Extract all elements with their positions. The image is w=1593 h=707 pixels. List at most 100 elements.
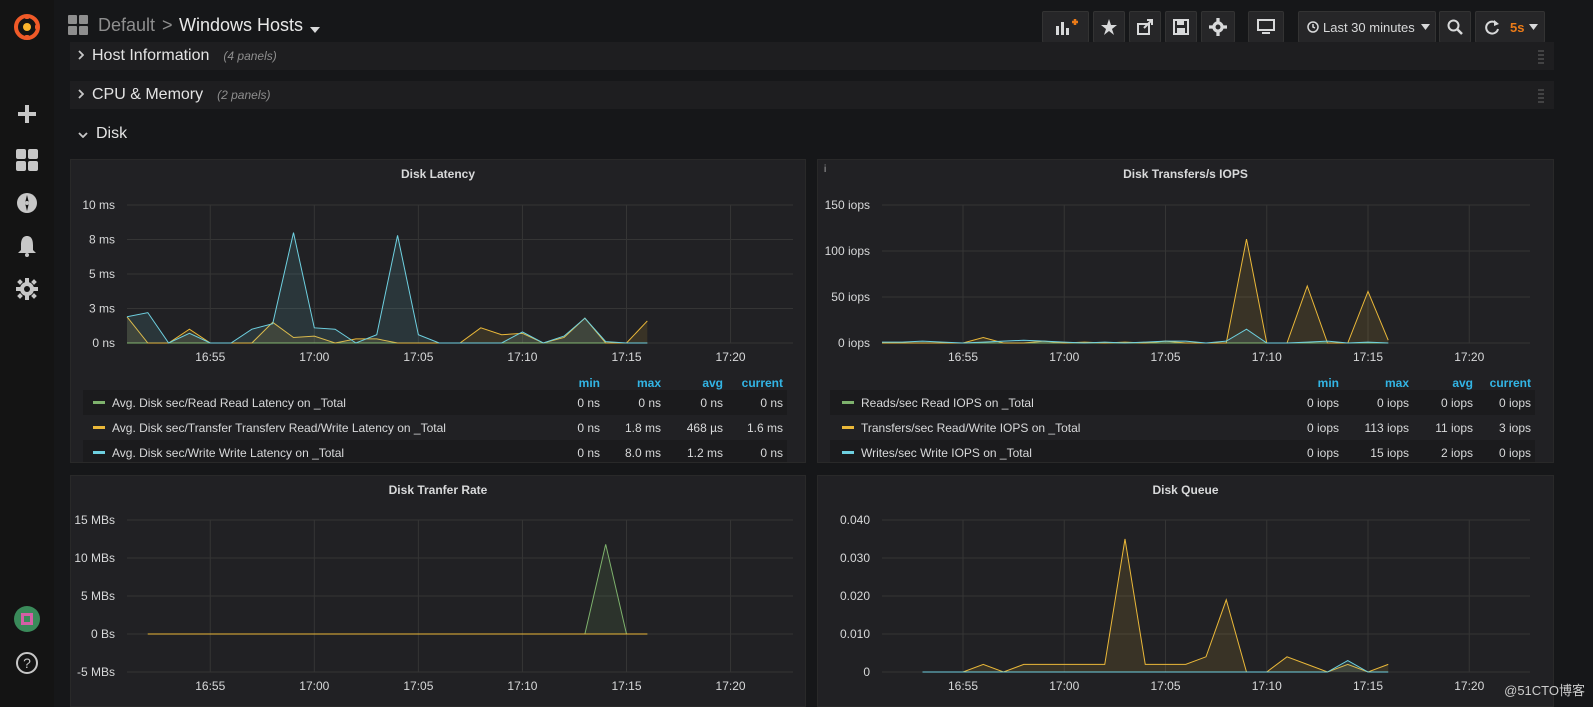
- settings-button[interactable]: [1201, 11, 1235, 43]
- tv-mode-button[interactable]: [1248, 11, 1284, 43]
- graph-disk-queue[interactable]: 0 0.010 0.020 0.030 0.040 16:55 17:00 17:05 17:1…: [818, 504, 1554, 707]
- star-button[interactable]: [1093, 11, 1125, 43]
- legend-column-header[interactable]: current: [741, 375, 783, 390]
- row-host-information[interactable]: Host Information (4 panels): [70, 42, 1554, 70]
- row-panel-count: (4 panels): [223, 49, 277, 63]
- series-line[interactable]: [882, 328, 1389, 344]
- y-tick-label: 0.020: [840, 589, 870, 603]
- panel-title[interactable]: Disk Transfers/s IOPS: [1123, 167, 1248, 181]
- breadcrumb-folder[interactable]: Default: [98, 15, 156, 35]
- x-tick-label: 17:05: [1150, 350, 1180, 364]
- series-line[interactable]: [922, 660, 1389, 673]
- legend-column-header[interactable]: current: [1489, 375, 1531, 390]
- configuration-gear-icon[interactable]: [12, 274, 42, 304]
- dashboard-title[interactable]: Windows Hosts: [179, 15, 304, 35]
- y-tick-label: 0.010: [840, 627, 870, 641]
- legend-swatch-icon: [93, 451, 105, 454]
- user-avatar[interactable]: [12, 604, 42, 634]
- y-tick-label: 8 ms: [89, 233, 115, 247]
- info-icon[interactable]: i: [824, 164, 827, 175]
- legend-value-min: 0 iops: [1306, 395, 1339, 410]
- legend-item[interactable]: Avg. Disk sec/Read Read Latency on _Tota…: [83, 390, 787, 415]
- legend-value-avg: 0 ns: [700, 395, 723, 410]
- time-picker-button[interactable]: Last 30 minutes: [1298, 11, 1436, 43]
- x-tick-label: 17:10: [1252, 350, 1282, 364]
- legend-value-current: 0 ns: [760, 445, 783, 460]
- graph-disk-latency[interactable]: 0 ns 3 ms 5 ms 8 ms 10 ms 16:55 17:00 17:05 17:1…: [71, 190, 806, 400]
- legend-item[interactable]: Transfers/sec Read/Write IOPS on _Total 0…: [830, 415, 1535, 440]
- legend-swatch-icon: [842, 401, 854, 404]
- x-tick-label: 16:55: [948, 350, 978, 364]
- series-area: [147, 544, 648, 634]
- legend-value-avg: 2 iops: [1440, 445, 1473, 460]
- panel-title[interactable]: Disk Latency: [400, 167, 476, 181]
- legend-item[interactable]: Writes/sec Write IOPS on _Total 0 iops 15 …: [830, 440, 1535, 462]
- explore-compass-icon[interactable]: [12, 188, 42, 218]
- legend-value-max: 1.8 ms: [624, 420, 661, 435]
- legend-column-header[interactable]: max: [1384, 375, 1409, 390]
- legend-series-name[interactable]: Avg. Disk sec/Transfer Transferv Read/Wr…: [112, 420, 446, 435]
- x-tick-label: 17:20: [716, 350, 746, 364]
- row-disk[interactable]: Disk: [70, 120, 1554, 148]
- series-line[interactable]: [126, 232, 648, 344]
- panel-title[interactable]: Disk Tranfer Rate: [388, 483, 488, 497]
- legend-value-current: 3 iops: [1498, 420, 1531, 435]
- panel-title[interactable]: Disk Queue: [1152, 483, 1219, 497]
- grafana-logo-icon[interactable]: [12, 12, 42, 42]
- save-icon: [1173, 19, 1189, 35]
- legend-series-name[interactable]: Avg. Disk sec/Read Read Latency on _Tota…: [112, 395, 346, 410]
- y-tick-label: 5 MBs: [81, 589, 115, 603]
- legend-column-header[interactable]: min: [578, 375, 600, 390]
- side-menu: ?: [0, 0, 54, 707]
- legend-item[interactable]: Avg. Disk sec/Transfer Transferv Read/Wr…: [83, 415, 787, 440]
- dashboards-icon[interactable]: [12, 145, 42, 175]
- legend-item[interactable]: Avg. Disk sec/Write Write Latency on _To…: [83, 440, 787, 462]
- legend-swatch-icon: [93, 401, 105, 404]
- legend-item[interactable]: Reads/sec Read IOPS on _Total 0 iops 0 iop…: [830, 390, 1535, 415]
- legend-series-name[interactable]: Avg. Disk sec/Write Write Latency on _To…: [112, 445, 345, 460]
- drag-handle-icon[interactable]: [1538, 89, 1544, 103]
- y-tick-label: 0 iops: [838, 336, 870, 350]
- panel-disk-latency[interactable]: Disk Latency 0 ns 3 ms 5 ms 8 ms 10 ms 16:55 1…: [70, 159, 806, 463]
- help-icon[interactable]: ?: [12, 648, 42, 678]
- legend-column-header[interactable]: avg: [1452, 375, 1473, 390]
- watermark: @51CTO博客: [1504, 683, 1585, 698]
- row-title: CPU & Memory: [92, 86, 204, 103]
- star-icon: [1101, 19, 1117, 35]
- legend-value-current: 1.6 ms: [746, 420, 783, 435]
- series-area: [922, 660, 1389, 672]
- refresh-button[interactable]: 5s: [1475, 11, 1545, 43]
- search-minus-icon: [1447, 19, 1463, 35]
- legend-header: min max avg current: [818, 370, 1553, 395]
- graph-disk-iops[interactable]: 0 iops 50 iops 100 iops 150 iops 16:55 17:00 1…: [818, 190, 1554, 400]
- panel-disk-iops[interactable]: i Disk Transfers/s IOPS 0 iops 50 iops 100…: [817, 159, 1554, 463]
- share-button[interactable]: [1129, 11, 1161, 43]
- y-tick-label: 10 MBs: [74, 551, 115, 565]
- alerting-bell-icon[interactable]: [12, 231, 42, 261]
- row-cpu-memory[interactable]: CPU & Memory (2 panels): [70, 81, 1554, 109]
- add-panel-button[interactable]: [1042, 11, 1089, 43]
- panel-disk-transfer-rate[interactable]: Disk Tranfer Rate -5 MBs 0 Bs 5 MBs 10 MBs 1…: [70, 475, 806, 707]
- save-button[interactable]: [1165, 11, 1197, 43]
- graph-disk-transfer-rate[interactable]: -5 MBs 0 Bs 5 MBs 10 MBs 15 MBs 16:55 17:00 17:…: [71, 504, 806, 707]
- drag-handle-icon[interactable]: [1538, 50, 1544, 64]
- legend-value-min: 0 iops: [1306, 445, 1339, 460]
- series-line[interactable]: [922, 538, 1389, 673]
- legend-column-header[interactable]: max: [636, 375, 661, 390]
- legend-column-header[interactable]: avg: [702, 375, 723, 390]
- legend-series-name[interactable]: Transfers/sec Read/Write IOPS on _Total: [861, 420, 1081, 435]
- y-tick-label: 10 ms: [82, 198, 115, 212]
- panel-disk-queue[interactable]: Disk Queue 0 0.010 0.020 0.030 0.040 16:55 17:…: [817, 475, 1554, 707]
- chevron-down-icon: [78, 125, 88, 143]
- zoom-out-button[interactable]: [1439, 11, 1471, 43]
- legend-value-avg: 11 iops: [1435, 420, 1473, 435]
- x-tick-label: 17:20: [1454, 350, 1484, 364]
- caret-down-icon[interactable]: [310, 20, 320, 38]
- legend-column-header[interactable]: min: [1317, 375, 1339, 390]
- share-icon: [1137, 19, 1153, 35]
- legend-value-min: 0 ns: [577, 395, 600, 410]
- legend-series-name[interactable]: Writes/sec Write IOPS on _Total: [861, 445, 1032, 460]
- legend-value-avg: 0 iops: [1440, 395, 1473, 410]
- plus-icon[interactable]: [12, 99, 42, 129]
- legend-series-name[interactable]: Reads/sec Read IOPS on _Total: [861, 395, 1034, 410]
